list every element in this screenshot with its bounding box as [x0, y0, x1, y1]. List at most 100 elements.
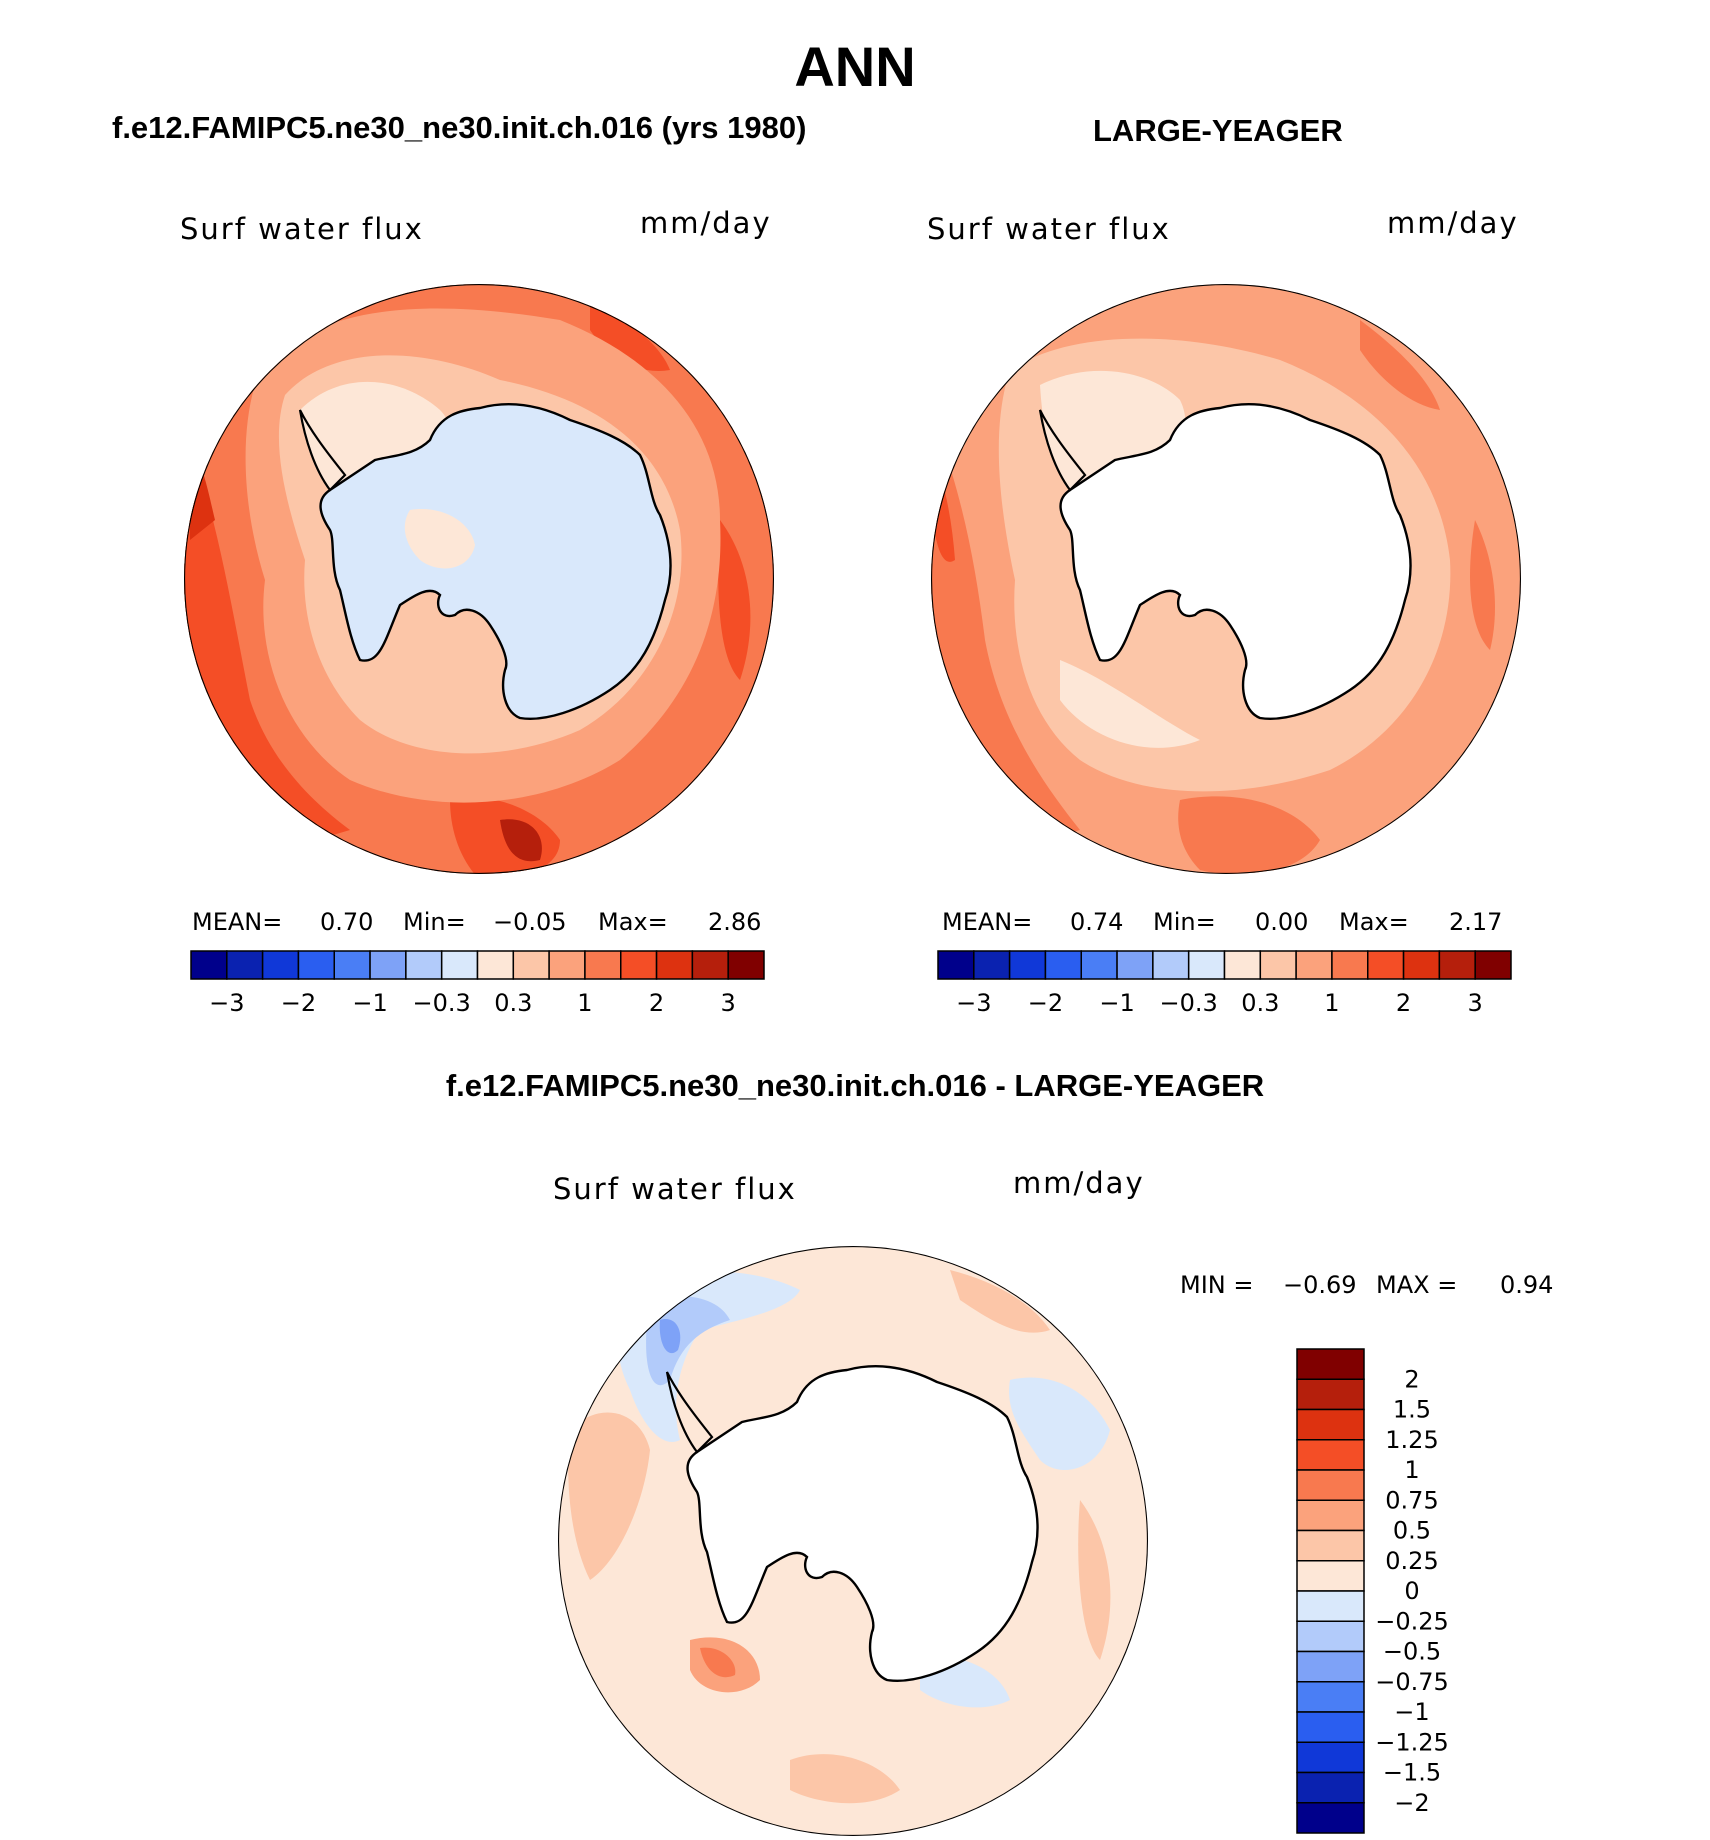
cbar3-swatch	[1296, 1439, 1365, 1471]
cbar1-tick-label: −2	[281, 989, 316, 1017]
cbar3-swatch	[1296, 1711, 1365, 1743]
cbar2-swatch	[937, 950, 975, 980]
cbar1-swatch	[261, 950, 300, 980]
cbar2-swatch	[1438, 950, 1476, 980]
panel3-max-label: MAX =	[1376, 1271, 1458, 1299]
cbar2-tick-label: 1	[1324, 989, 1339, 1017]
obs-title: LARGE-YEAGER	[1093, 113, 1343, 148]
cbar3-swatch	[1296, 1620, 1365, 1653]
cbar3-tick-label: 1.5	[1393, 1396, 1431, 1424]
cbar1-swatch	[512, 950, 550, 980]
panel1-max-label: Max=	[598, 908, 668, 936]
cbar3-tick-label: −2	[1394, 1789, 1429, 1817]
cbar2-swatch	[1367, 950, 1405, 980]
cbar1-tick-label: −0.3	[413, 989, 471, 1017]
panel1-mean-label: MEAN=	[192, 908, 283, 936]
map2-dark-band-south	[1178, 796, 1320, 874]
panel1-units: mm/day	[640, 206, 772, 240]
cbar3-swatch	[1296, 1771, 1365, 1804]
map3-antarctica	[686, 1365, 1039, 1682]
cbar3-tick-label: 0.75	[1385, 1486, 1438, 1514]
cbar2-swatch	[1044, 950, 1082, 980]
cbar3-tick-label: −0.25	[1375, 1607, 1449, 1635]
colorbar-diff: 21.51.2510.750.50.250−0.25−0.5−0.75−1−1.…	[1296, 1348, 1449, 1834]
cbar2-swatch	[1331, 950, 1369, 980]
cbar2-swatch	[1080, 950, 1118, 980]
cbar2-swatch	[1152, 950, 1190, 980]
cbar1-swatch	[727, 950, 765, 980]
map-panel-model	[184, 284, 774, 874]
cbar2-tick-label: 3	[1468, 989, 1483, 1017]
case-title: f.e12.FAMIPC5.ne30_ne30.init.ch.016 (yrs…	[112, 110, 807, 145]
panel3-units: mm/day	[1013, 1166, 1145, 1200]
cbar2-swatch	[1187, 950, 1226, 980]
diff-title: f.e12.FAMIPC5.ne30_ne30.init.ch.016 - LA…	[445, 1068, 1265, 1103]
panel2-max-label: Max=	[1339, 908, 1409, 936]
cbar3-swatch	[1296, 1590, 1365, 1622]
map-panel-diff	[558, 1246, 1148, 1836]
cbar3-tick-label: 2	[1404, 1365, 1419, 1393]
cbar3-tick-label: 1.25	[1385, 1426, 1438, 1454]
cbar3-swatch	[1296, 1802, 1365, 1834]
map1-dark-patch-ne	[590, 300, 670, 371]
cbar2-swatch	[1474, 950, 1512, 980]
panel2-min-label: Min=	[1153, 908, 1216, 936]
cbar2-swatch	[1116, 950, 1154, 980]
cbar1-swatch	[548, 950, 586, 980]
cbar1-swatch	[333, 950, 371, 980]
panel2-variable: Surf water flux	[927, 212, 1171, 246]
panel2-units: mm/day	[1387, 206, 1519, 240]
cbar1-tick-label: −1	[352, 989, 387, 1017]
cbar3-tick-label: −1.25	[1375, 1728, 1449, 1756]
panel2-max-value: 2.17	[1449, 908, 1503, 936]
cbar3-swatch	[1296, 1499, 1365, 1532]
cbar1-tick-label: −3	[209, 989, 244, 1017]
cbar3-swatch	[1296, 1560, 1365, 1592]
cbar1-swatch	[226, 950, 264, 980]
panel3-min-value: −0.69	[1283, 1271, 1357, 1299]
cbar2-swatch	[1402, 950, 1441, 980]
map2-antarctica	[1059, 403, 1412, 720]
cbar1-tick-label: 2	[649, 989, 664, 1017]
cbar2-tick-label: −2	[1028, 989, 1063, 1017]
cbar2-tick-label: 2	[1396, 989, 1411, 1017]
cbar3-tick-label: −1.5	[1383, 1759, 1441, 1787]
panel3-min-label: MIN =	[1180, 1271, 1254, 1299]
panel3-variable: Surf water flux	[553, 1172, 797, 1206]
cbar2-tick-label: −3	[956, 989, 991, 1017]
cbar3-tick-label: −1	[1394, 1698, 1429, 1726]
panel1-max-value: 2.86	[708, 908, 762, 936]
cbar1-tick-label: 0.3	[494, 989, 532, 1017]
cbar1-swatch	[691, 950, 729, 980]
panel3-max-value: 0.94	[1500, 1271, 1554, 1299]
cbar3-tick-label: 1	[1404, 1456, 1419, 1484]
cbar1-swatch	[440, 950, 479, 980]
cbar1-swatch	[369, 950, 407, 980]
cbar3-swatch	[1296, 1408, 1365, 1441]
colorbar-model: −3 −2 −1 −0.3 0.3 1 2 3	[190, 950, 765, 1017]
map1-antarctica	[319, 403, 672, 720]
season-title: ANN	[794, 35, 916, 98]
cbar3-tick-label: 0	[1404, 1577, 1419, 1605]
cbar3-swatch	[1296, 1348, 1365, 1380]
cbar1-tick-label: 3	[721, 989, 736, 1017]
panel1-min-value: −0.05	[493, 908, 567, 936]
cbar1-swatch	[405, 950, 443, 980]
cbar1-swatch	[655, 950, 694, 980]
cbar2-tick-label: −1	[1099, 989, 1134, 1017]
panel1-mean-value: 0.70	[320, 908, 374, 936]
cbar2-tick-label: 0.3	[1241, 989, 1279, 1017]
cbar1-swatch	[476, 950, 515, 980]
cbar3-swatch	[1296, 1681, 1365, 1713]
cbar1-swatch	[297, 950, 335, 980]
cbar3-swatch	[1296, 1529, 1365, 1562]
panel2-mean-label: MEAN=	[942, 908, 1033, 936]
cbar3-tick-label: −0.75	[1375, 1668, 1449, 1696]
cbar3-tick-label: −0.5	[1383, 1638, 1441, 1666]
cbar3-swatch	[1296, 1650, 1365, 1683]
cbar2-swatch	[1008, 950, 1047, 980]
panel1-min-label: Min=	[403, 908, 466, 936]
cbar3-swatch	[1296, 1469, 1365, 1501]
panel1-variable: Surf water flux	[180, 212, 424, 246]
